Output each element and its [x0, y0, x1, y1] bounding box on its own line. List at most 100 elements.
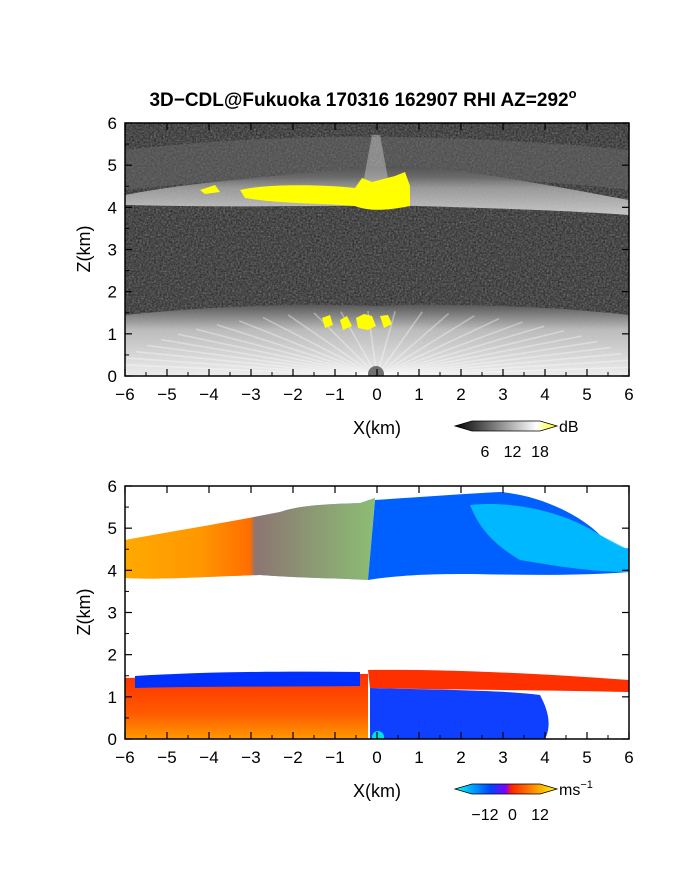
panel2-upper-toward-light: [470, 504, 629, 572]
panel1-ray: [376, 321, 523, 376]
panel1-ray: [376, 335, 583, 376]
panel1-ray: [376, 325, 545, 376]
panel1-ray: [161, 338, 378, 376]
panel1-ray: [376, 311, 423, 376]
panel2-xtick-label: 6: [624, 748, 633, 767]
panel1-ray: [376, 346, 611, 376]
panel2-colorbar-unit-base: ms: [559, 782, 580, 799]
panel1-ytick-label: 2: [108, 283, 117, 302]
panel2-xtick-label: 1: [414, 748, 423, 767]
panel1-ray: [376, 310, 396, 376]
panel2-lower-blue-band: [135, 671, 360, 688]
panel1-xtick-label: −2: [283, 385, 302, 404]
panel2-ytick-label: 4: [108, 561, 117, 580]
panel1-strong-echo-low: [322, 314, 392, 330]
panel1-ray: [147, 344, 378, 376]
panel1-ytick-label: 3: [108, 241, 117, 260]
panel1-ray: [196, 328, 378, 376]
panel1-colorbar-bar: [453, 420, 559, 432]
panel1-ray: [376, 352, 622, 376]
panel1-xtick-label: 6: [624, 385, 633, 404]
panel1-y-label: Z(km): [74, 226, 94, 273]
panel1-xtick-label: −1: [325, 385, 344, 404]
panel1-colorbar: 6 12 18 dB: [453, 419, 579, 461]
panel2-plot: [125, 486, 629, 739]
panel1-ray: [376, 366, 629, 376]
panel1-xtick-label: −3: [241, 385, 260, 404]
panel1-ray: [238, 320, 378, 376]
panel2-ytick-label: 2: [108, 646, 117, 665]
panel2-ytick-label: 0: [108, 730, 117, 749]
panel1-lower-echo: [125, 304, 629, 376]
panel2-xtick-label: 3: [498, 748, 507, 767]
panel1-ytick-label: 0: [108, 367, 117, 386]
panel2-ytick-label: 6: [108, 477, 117, 496]
panel1-colorbar-tick: 6: [481, 444, 490, 461]
panel1-title: 3D−CDL@Fukuoka 170316 162907 RHI AZ=292o: [149, 86, 576, 111]
panel1-ray: [287, 314, 378, 376]
panel2-lower-blue-core: [370, 688, 549, 739]
panel1-x-axis: −6 −5 −4 −3 −2 −1 0 1 2 3 4 5 6: [115, 123, 634, 404]
panel2-ytick-label: 1: [108, 688, 117, 707]
panel2-xtick-label: 5: [582, 748, 591, 767]
panel2-colorbar-tick: 12: [531, 807, 549, 824]
panel2-xtick-label: 0: [372, 748, 381, 767]
panel1-colorbar-tick: 12: [504, 444, 522, 461]
panel1-strong-echo: [200, 172, 410, 210]
panel2-lower-red-left: [125, 673, 368, 739]
panel2-xtick-label: −3: [241, 748, 260, 767]
panel2-y-axis: 0 1 2 3 4 5 6: [108, 477, 629, 749]
panel1-xtick-label: 3: [498, 385, 507, 404]
panel2-ytick-label: 3: [108, 604, 117, 623]
panel1-ray: [135, 350, 378, 376]
panel1-ray: [216, 324, 378, 376]
panel1-colorbar-ticks: 6 12 18: [481, 444, 549, 461]
panel1-xtick-label: −4: [199, 385, 218, 404]
panel1-ray: [376, 317, 500, 376]
panel1-y-axis: 0 1 2 3 4 5 6: [108, 114, 629, 386]
panel2-xtick-label: −2: [283, 748, 302, 767]
panel1-ytick-label: 5: [108, 156, 117, 175]
panel1-radar-site: [368, 366, 384, 376]
panel1-upper-haze: [125, 136, 629, 190]
panel1-ray: [177, 333, 378, 376]
panel2-colorbar-tick: −12: [471, 807, 498, 824]
panel1-ytick-label: 6: [108, 114, 117, 133]
panel1-xtick-label: 2: [456, 385, 465, 404]
panel2-colorbar-ticks: −12 0 12: [471, 807, 549, 824]
panel2-radar-site: [372, 731, 384, 739]
panel2-x-axis: −6 −5 −4 −3 −2 −1 0 1 2 3 4 5 6: [115, 486, 634, 767]
panel2-xtick-label: 4: [540, 748, 549, 767]
panel2-colorbar-unit-exp: −1: [580, 779, 593, 791]
panel2-colorbar-tick: 0: [508, 807, 517, 824]
panel1-title-degree: o: [569, 86, 577, 101]
panel1-ray: [125, 364, 378, 376]
panel2-colorbar-bar: [453, 783, 559, 795]
panel1-ray: [376, 340, 598, 376]
panel1-lower-rays: [125, 310, 629, 376]
panel1-xtick-label: −5: [157, 385, 176, 404]
panel1-colorbar-tick: 18: [531, 444, 549, 461]
panel2-lower-red-right: [368, 669, 629, 692]
panel1-xtick-label: 5: [582, 385, 591, 404]
panel1-xtick-label: −6: [115, 385, 134, 404]
panel2-x-label: X(km): [353, 781, 401, 801]
panel2-xtick-label: 2: [456, 748, 465, 767]
panel1-ray: [376, 330, 565, 376]
panel1-ytick-label: 1: [108, 325, 117, 344]
panel1-ray: [376, 315, 475, 376]
panel2-upper-away-tint: [125, 498, 375, 580]
panel1-plot: [125, 123, 629, 376]
panel2-y-label: Z(km): [74, 589, 94, 636]
panel1-xtick-label: 4: [540, 385, 549, 404]
panel1-colorbar-unit: dB: [559, 419, 579, 436]
panel1-xtick-label: 1: [414, 385, 423, 404]
panel2-colorbar: −12 0 12 ms−1: [453, 779, 593, 824]
panel2-colorbar-unit: ms−1: [559, 779, 593, 799]
panel1-ray: [376, 312, 450, 376]
panel1-ray: [262, 316, 378, 376]
panel2-xtick-label: −4: [199, 748, 218, 767]
panel1-title-text: 3D−CDL@Fukuoka 170316 162907 RHI AZ=292: [149, 90, 568, 111]
panel2-ytick-label: 5: [108, 519, 117, 538]
